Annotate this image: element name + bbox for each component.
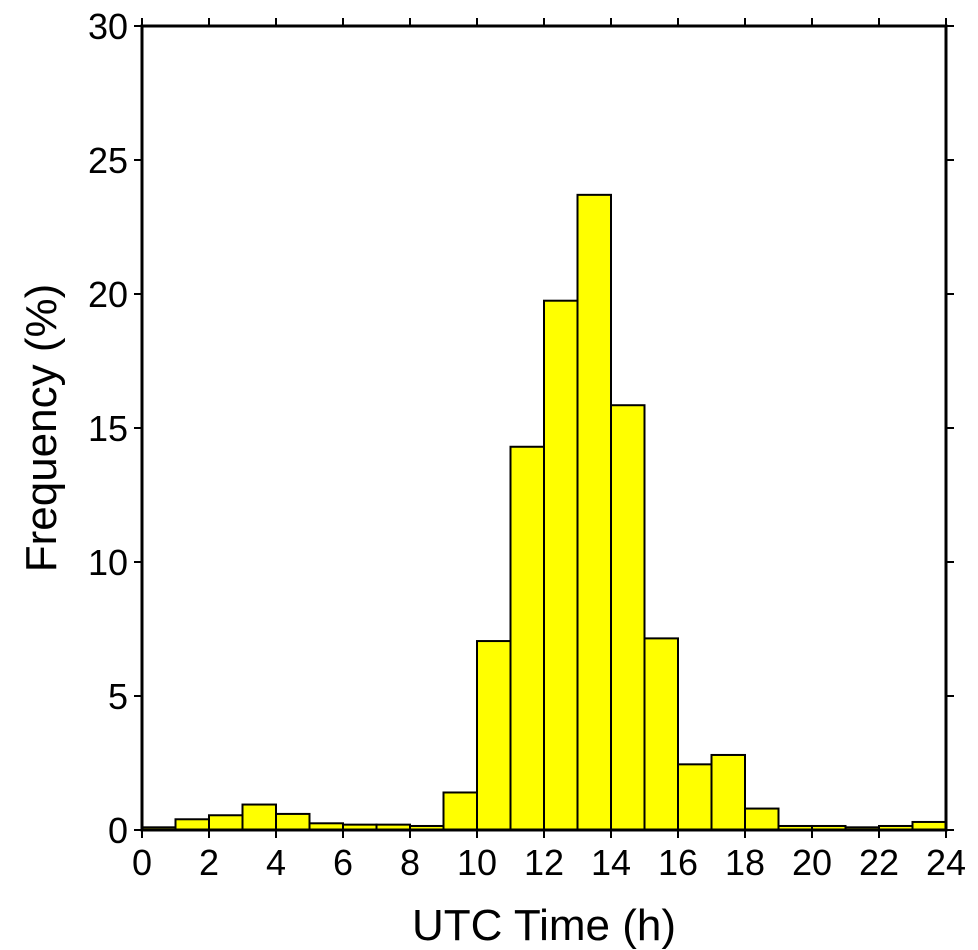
bars-group <box>141 193 947 832</box>
y-tick-label: 0 <box>108 810 128 851</box>
x-tick-label: 22 <box>859 842 899 883</box>
histogram-bar <box>275 812 311 831</box>
histogram-bar <box>576 193 612 831</box>
x-tick-label: 6 <box>333 842 353 883</box>
x-tick-label: 8 <box>400 842 420 883</box>
histogram-bar <box>442 791 478 831</box>
y-tick-label: 30 <box>88 6 128 47</box>
histogram-bar <box>677 763 713 832</box>
histogram-bar <box>208 814 244 832</box>
x-tick-label: 24 <box>926 842 966 883</box>
y-tick-label: 20 <box>88 274 128 315</box>
y-axis-title: Frequency (%) <box>17 284 66 573</box>
plot-frame <box>140 24 948 832</box>
x-axis-title: UTC Time (h) <box>412 901 676 950</box>
histogram-bar <box>543 299 579 831</box>
y-tick-labels: 0 5 10 15 20 25 30 <box>88 6 128 851</box>
x-tick-label: 12 <box>524 842 564 883</box>
histogram-bar <box>610 404 646 831</box>
histogram-bar <box>174 818 210 832</box>
x-tick-label: 4 <box>266 842 286 883</box>
histogram-bar <box>643 637 679 831</box>
y-tick-label: 10 <box>88 542 128 583</box>
x-tick-label: 2 <box>199 842 219 883</box>
y-tick-label: 5 <box>108 676 128 717</box>
histogram-bar <box>476 640 512 831</box>
x-tick-label: 18 <box>725 842 765 883</box>
y-tick-label: 15 <box>88 408 128 449</box>
histogram-bar <box>241 803 277 831</box>
x-tick-label: 20 <box>792 842 832 883</box>
x-tick-label: 14 <box>591 842 631 883</box>
histogram-bar <box>744 807 780 831</box>
x-tick-label: 10 <box>457 842 497 883</box>
histogram-bar <box>509 445 545 831</box>
x-tick-labels: 0 2 4 6 8 10 12 14 16 18 20 22 24 <box>132 842 966 883</box>
x-tick-label: 16 <box>658 842 698 883</box>
y-tick-label: 25 <box>88 140 128 181</box>
x-tick-label: 0 <box>132 842 152 883</box>
histogram-bar <box>710 753 746 832</box>
